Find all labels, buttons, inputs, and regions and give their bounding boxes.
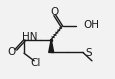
Text: OH: OH <box>82 20 98 30</box>
Text: Cl: Cl <box>30 58 40 68</box>
Polygon shape <box>48 40 53 52</box>
Text: HN: HN <box>22 32 37 42</box>
Text: O: O <box>50 7 58 17</box>
Text: S: S <box>84 48 91 58</box>
Text: O: O <box>7 47 16 57</box>
